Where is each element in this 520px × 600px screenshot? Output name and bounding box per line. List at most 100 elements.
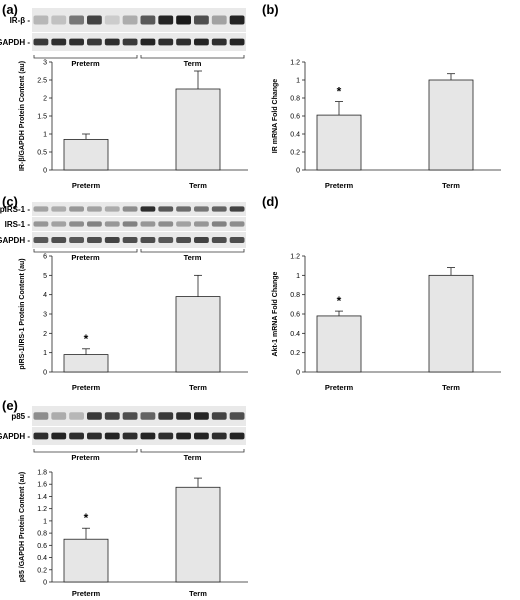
blot-band: [229, 432, 245, 440]
panel-b: (b) 0 0.2 0.4 0.6 0.8 1 1.2 IR mRNA Fold Change P…: [262, 2, 501, 190]
blot-band: [33, 236, 49, 244]
y-tick-label: 0.4: [37, 555, 47, 562]
y-tick-label: 0: [43, 168, 47, 175]
y-tick-label: 0: [43, 370, 47, 377]
y-tick-label: 0.4: [290, 331, 300, 338]
blot-band: [122, 38, 138, 46]
blot-band: [176, 221, 191, 227]
group-label: Preterm: [71, 253, 100, 262]
blot-band: [33, 206, 49, 212]
blot-band: [87, 432, 102, 440]
blot-band: [158, 15, 174, 25]
blot-band: [69, 206, 84, 212]
panel-a: (a)IR-β - GAPDH - Preterm Term 0 0.5 1 1.5 2 2.5 3…: [0, 2, 248, 190]
blot-band: [33, 38, 49, 46]
blot-band: [87, 15, 102, 25]
bar-preterm: [316, 315, 362, 373]
y-tick-label: 0.2: [37, 567, 47, 574]
blot-strip: [32, 33, 246, 51]
significance-marker: *: [337, 85, 342, 99]
blot-band: [69, 412, 84, 420]
blot-band: [211, 236, 227, 244]
blot-row-label: p85 -: [11, 412, 30, 421]
blot-band: [211, 206, 227, 212]
y-tick-label: 0.6: [290, 114, 300, 121]
western-blot: p85 - GAPDH - Preterm Term: [0, 406, 246, 462]
blot-band: [158, 206, 174, 212]
category-label: Term: [189, 589, 207, 598]
blot-band: [194, 221, 209, 227]
blot-band: [69, 15, 84, 25]
y-tick-label: 1.4: [37, 494, 47, 501]
blot-band: [140, 432, 156, 440]
blot-band: [211, 15, 227, 25]
blot-band: [158, 432, 174, 440]
bar-preterm: [63, 538, 109, 583]
bar-preterm: [63, 138, 109, 171]
blot-band: [51, 432, 67, 440]
blot-band: [194, 206, 209, 212]
panel-letter: (b): [262, 2, 279, 17]
y-axis-label: IR mRNA Fold Change: [272, 79, 279, 154]
blot-band: [140, 38, 156, 46]
blot-band: [69, 236, 84, 244]
blot-band: [87, 221, 102, 227]
y-tick-label: 1: [43, 132, 47, 139]
group-label: Preterm: [71, 59, 100, 68]
blot-band: [158, 221, 174, 227]
y-tick-label: 3: [43, 312, 47, 319]
blot-band: [211, 412, 227, 420]
y-tick-label: 0: [43, 580, 47, 587]
category-label: Preterm: [325, 181, 354, 190]
blot-band: [211, 432, 227, 440]
blot-band: [104, 38, 120, 46]
significance-marker: *: [337, 294, 342, 308]
blot-band: [122, 206, 138, 212]
blot-band: [194, 432, 209, 440]
blot-band: [33, 432, 49, 440]
y-tick-label: 1.2: [37, 506, 47, 513]
blot-row-label: GAPDH -: [0, 38, 30, 47]
blot-band: [176, 412, 191, 420]
y-axis-label: pIRS-1/IRS-1 Protein Content (au): [19, 258, 26, 369]
blot-band: [194, 236, 209, 244]
blot-band: [104, 432, 120, 440]
group-label: Term: [184, 59, 202, 68]
blot-band: [158, 412, 174, 420]
blot-band: [122, 221, 138, 227]
y-tick-label: 0.2: [290, 350, 300, 357]
category-label: Preterm: [72, 383, 101, 392]
y-tick-label: 2: [43, 96, 47, 103]
blot-band: [211, 221, 227, 227]
y-tick-label: 1: [296, 78, 300, 85]
category-label: Preterm: [325, 383, 354, 392]
group-bracket: [140, 449, 245, 453]
group-bracket: [33, 249, 138, 253]
blot-row-label: IR-β -: [10, 16, 31, 25]
group-label: Term: [184, 253, 202, 262]
y-tick-label: 0.4: [290, 132, 300, 139]
blot-band: [176, 206, 191, 212]
y-tick-label: 0.8: [290, 96, 300, 103]
y-tick-label: 0: [296, 168, 300, 175]
blot-band: [51, 236, 67, 244]
western-blot: pIRS-1 - IRS-1 - GAPDH - Preterm Term: [0, 202, 246, 262]
panel-letter: (c): [2, 194, 18, 209]
y-tick-label: 0.2: [290, 150, 300, 157]
group-label: Preterm: [71, 453, 100, 462]
y-tick-label: 0.8: [37, 531, 47, 538]
y-tick-label: 1: [296, 273, 300, 280]
y-tick-label: 1.5: [37, 114, 47, 121]
blot-band: [194, 412, 209, 420]
blot-band: [140, 15, 156, 25]
bar-preterm: [63, 354, 109, 373]
y-tick-label: 6: [43, 254, 47, 261]
bar-preterm: [316, 114, 362, 171]
category-label: Term: [442, 181, 460, 190]
blot-band: [176, 432, 191, 440]
blot-band: [69, 432, 84, 440]
y-tick-label: 0.6: [290, 312, 300, 319]
blot-band: [122, 15, 138, 25]
panel-d: (d) 0 0.2 0.4 0.6 0.8 1 1.2 Akt-1 mRNA Fold Chan…: [262, 194, 501, 392]
blot-band: [104, 236, 120, 244]
